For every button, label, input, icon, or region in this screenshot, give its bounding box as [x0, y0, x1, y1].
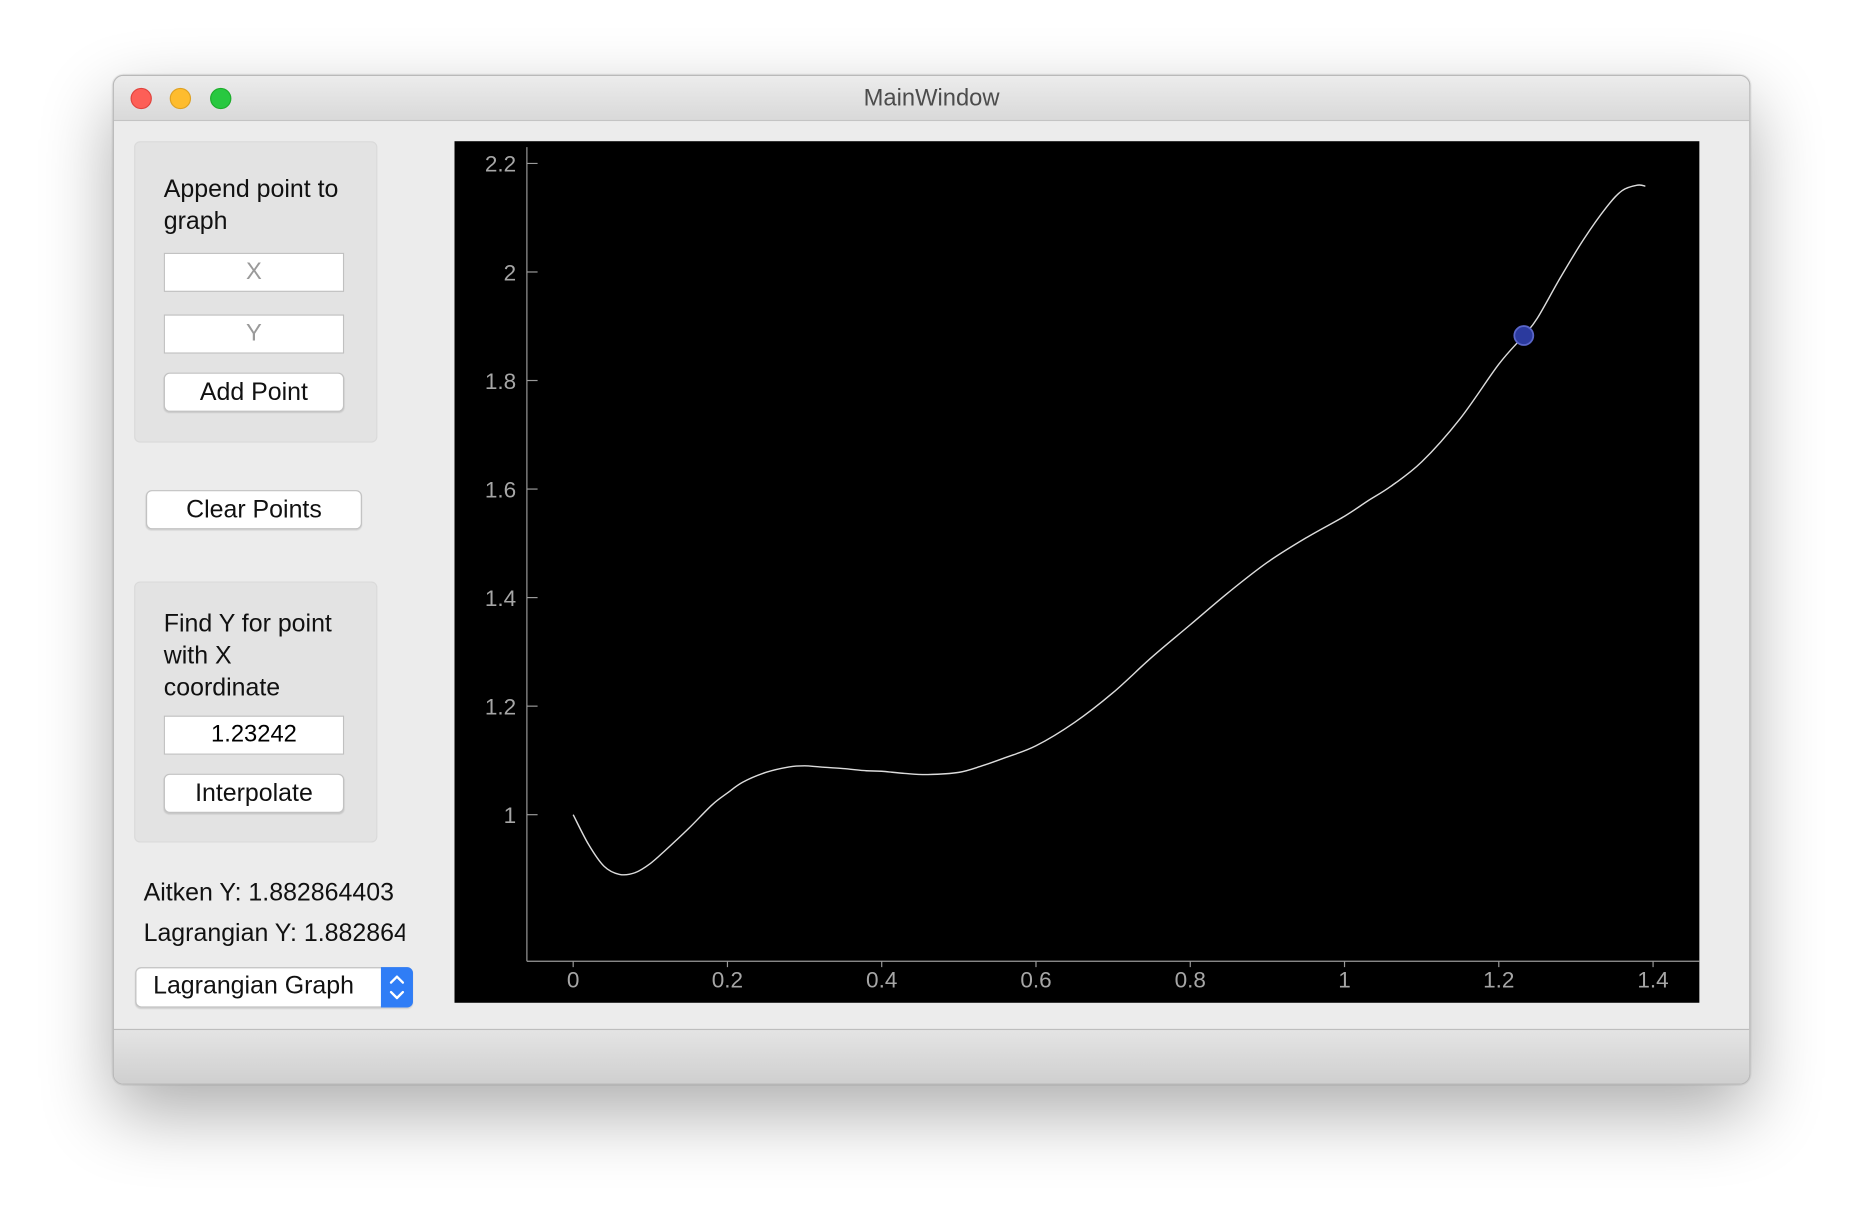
minimize-window-button[interactable]	[169, 87, 192, 110]
graph-mode-select[interactable]: Lagrangian Graph	[135, 967, 413, 1008]
graph-mode-value: Lagrangian Graph	[153, 971, 354, 1000]
title-bar: MainWindow	[113, 75, 1750, 122]
y-tick-label: 1.8	[485, 369, 516, 394]
close-window-button[interactable]	[130, 87, 152, 110]
append-point-group: Append point to graph Add Point	[134, 141, 378, 443]
x-tick-label: 0.4	[866, 967, 897, 992]
find-y-title: Find Y for point with X coordinate	[163, 609, 332, 702]
status-bar	[113, 1028, 1750, 1084]
y-tick-label: 1.4	[485, 586, 516, 611]
x-tick-label: 1	[1338, 967, 1351, 992]
plot-canvas: 0 0.2 0.4 0.6 0.8 1 1.2 1.4 1 1.2 1.4 1.6 1.8 2 2.2	[485, 147, 1700, 992]
y-tick-label: 2	[504, 260, 517, 285]
x-tick-label: 0.2	[712, 967, 743, 992]
interpolated-point-marker	[1513, 325, 1535, 346]
y-coordinate-input[interactable]	[163, 314, 345, 354]
clear-points-button[interactable]: Clear Points	[145, 490, 362, 530]
x-tick-label: 1.2	[1483, 967, 1514, 992]
interpolate-x-input[interactable]	[163, 715, 345, 755]
x-tick-label: 0.8	[1175, 967, 1206, 992]
interpolate-button[interactable]: Interpolate	[163, 773, 345, 813]
x-tick-label: 1.4	[1637, 967, 1668, 992]
x-coordinate-input[interactable]	[163, 252, 345, 292]
x-tick-label: 0	[567, 967, 580, 992]
aitken-result: Aitken Y: 1.882864403	[143, 879, 394, 907]
find-y-group: Find Y for point with X coordinate Inter…	[134, 581, 378, 843]
lagrangian-result: Lagrangian Y: 1.882864	[143, 919, 405, 947]
y-tick-label: 2.2	[485, 152, 516, 177]
interpolation-plot[interactable]: 0 0.2 0.4 0.6 0.8 1 1.2 1.4 1 1.2 1.4 1.6 1.8 2 2.2	[454, 141, 1700, 1003]
main-window: MainWindow Append point to graph Add Poi…	[112, 74, 1751, 1085]
select-arrows-icon	[380, 967, 413, 1008]
x-tick-label: 0.6	[1020, 967, 1051, 992]
zoom-window-button[interactable]	[210, 87, 232, 110]
append-point-title: Append point to graph	[163, 175, 339, 235]
interpolation-curve	[572, 184, 1646, 876]
y-tick-label: 1	[504, 803, 517, 828]
add-point-button[interactable]: Add Point	[163, 372, 345, 412]
y-tick-label: 1.2	[485, 694, 516, 719]
window-title: MainWindow	[863, 85, 1000, 112]
y-tick-label: 1.6	[485, 477, 516, 502]
